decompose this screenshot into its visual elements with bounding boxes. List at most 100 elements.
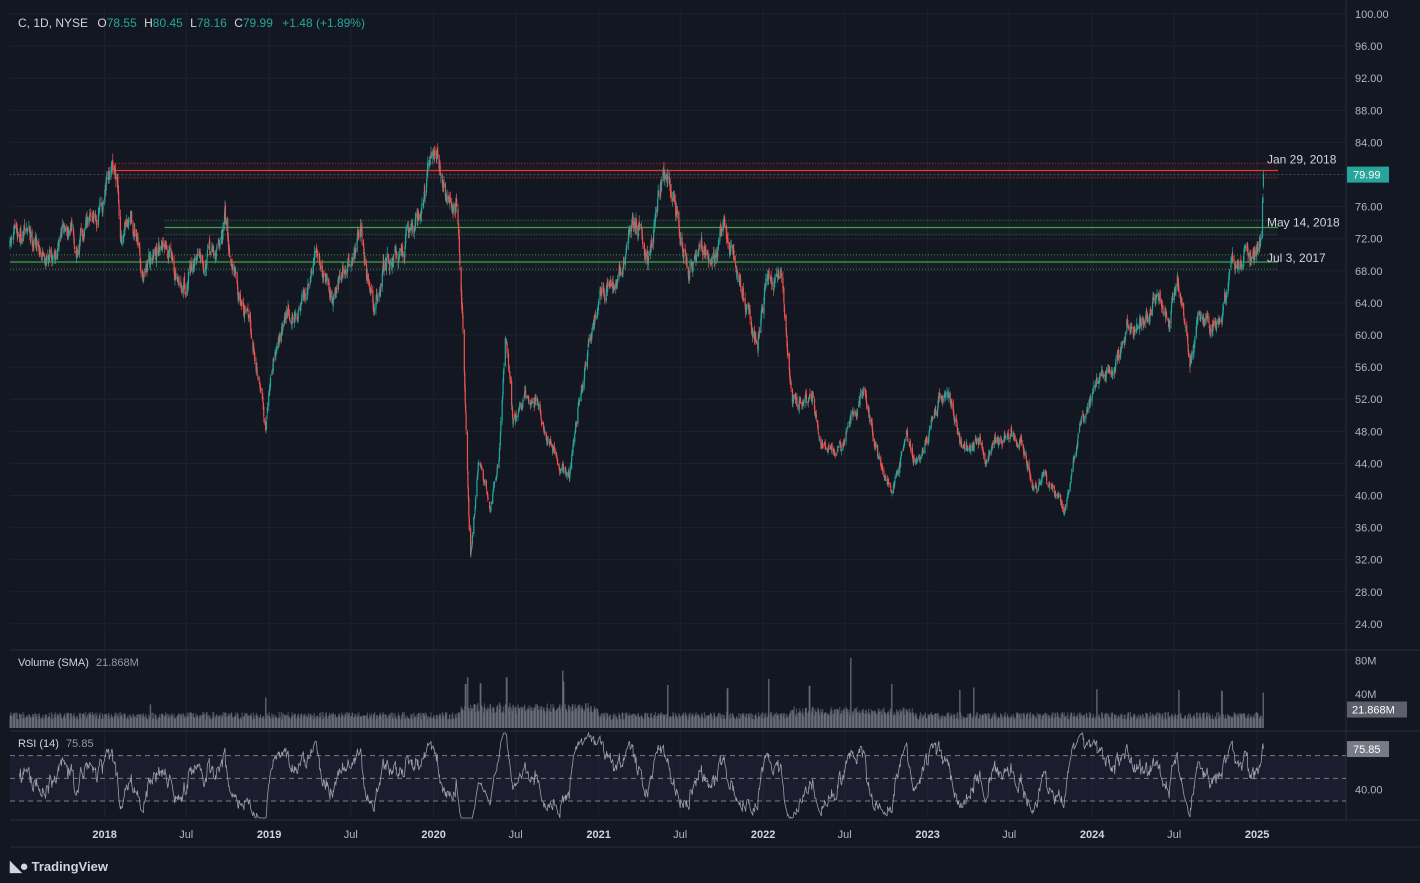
candle-body bbox=[97, 214, 99, 225]
candle-body bbox=[628, 229, 630, 237]
candle-body bbox=[127, 220, 130, 227]
candle-body bbox=[12, 238, 14, 240]
candle-body bbox=[818, 435, 820, 437]
candle-body bbox=[1074, 456, 1076, 458]
candle-body bbox=[1247, 243, 1249, 252]
candle-body bbox=[241, 303, 243, 305]
candle-body bbox=[370, 289, 373, 291]
price-axis: 24.0028.0032.0036.0040.0044.0048.0052.00… bbox=[1355, 9, 1389, 631]
candle-body bbox=[260, 388, 262, 392]
candle-body bbox=[1124, 332, 1127, 341]
candle-body bbox=[1146, 319, 1149, 323]
candle-body bbox=[728, 242, 730, 251]
candle-body bbox=[372, 300, 374, 310]
candle-body bbox=[720, 230, 722, 235]
candle-body bbox=[476, 475, 478, 480]
volume-bar bbox=[481, 705, 483, 728]
volume-bar bbox=[566, 712, 568, 728]
candle-body bbox=[831, 444, 833, 451]
candle-body bbox=[193, 259, 195, 269]
candle-body bbox=[972, 443, 974, 448]
volume-bar bbox=[358, 712, 360, 728]
candle-body bbox=[625, 245, 628, 250]
candle-body bbox=[701, 240, 703, 246]
volume-bar bbox=[282, 712, 284, 728]
candle-body bbox=[247, 308, 249, 312]
candle-body bbox=[1029, 475, 1032, 478]
candle-body bbox=[1237, 265, 1239, 267]
candle-body bbox=[1213, 321, 1215, 326]
volume-bar bbox=[276, 716, 278, 728]
candle-body bbox=[875, 444, 877, 447]
candle-body bbox=[263, 418, 265, 423]
candle-body bbox=[479, 464, 482, 465]
candle-body bbox=[771, 281, 773, 287]
candle-body bbox=[803, 402, 805, 403]
candle-body bbox=[26, 229, 28, 231]
candle-body bbox=[780, 270, 782, 272]
candle-body bbox=[498, 459, 500, 469]
candle-body bbox=[172, 257, 174, 261]
candle-body bbox=[445, 194, 447, 200]
candle-body bbox=[892, 485, 894, 494]
candle-body bbox=[88, 216, 90, 222]
candle-body bbox=[908, 443, 910, 445]
candle-body bbox=[156, 246, 158, 252]
candle-body bbox=[1183, 303, 1185, 316]
candle-body bbox=[418, 214, 420, 220]
candle-body bbox=[1127, 319, 1129, 325]
candle-body bbox=[885, 476, 887, 481]
candle-body bbox=[906, 430, 908, 437]
candle-body bbox=[232, 266, 234, 270]
candle-body bbox=[653, 224, 655, 231]
candle-body bbox=[653, 230, 655, 244]
candle-body bbox=[938, 392, 940, 398]
candle-body bbox=[927, 437, 930, 443]
candle-body bbox=[470, 550, 472, 554]
candle-body bbox=[275, 352, 277, 354]
candle-body bbox=[253, 346, 255, 351]
candle-body bbox=[897, 472, 899, 475]
volume-bar bbox=[512, 705, 515, 728]
candle-body bbox=[527, 395, 529, 398]
candle-body bbox=[1256, 244, 1259, 250]
volume-bar bbox=[194, 716, 196, 728]
candle-body bbox=[378, 290, 381, 292]
price-tick-label: 44.00 bbox=[1355, 458, 1383, 470]
candle-body bbox=[714, 254, 716, 259]
candle-body bbox=[1241, 268, 1243, 270]
candle-body bbox=[157, 250, 159, 254]
candle-body bbox=[1090, 399, 1092, 401]
candle-body bbox=[1067, 494, 1069, 496]
candle-body bbox=[282, 324, 284, 328]
candle-body bbox=[1105, 371, 1108, 374]
candle-body bbox=[525, 389, 527, 394]
candle-body bbox=[680, 237, 682, 244]
candle-body bbox=[355, 248, 357, 250]
candle-body bbox=[865, 394, 867, 403]
candle-body bbox=[57, 248, 59, 251]
candle-body bbox=[328, 293, 331, 295]
candle-body bbox=[883, 475, 885, 478]
candle-body bbox=[890, 490, 893, 493]
candle-body bbox=[1085, 414, 1087, 419]
candle-body bbox=[744, 298, 746, 306]
candle-body bbox=[889, 483, 891, 484]
candle-body bbox=[492, 489, 494, 494]
candle-body bbox=[515, 416, 517, 422]
candle-body bbox=[89, 213, 91, 216]
candle-body bbox=[490, 502, 492, 504]
candle-body bbox=[1121, 345, 1123, 346]
candle-body bbox=[812, 392, 814, 398]
candle-body bbox=[649, 246, 652, 255]
price-tick-label: 100.00 bbox=[1355, 9, 1389, 21]
candle-body bbox=[544, 431, 546, 434]
volume-bar bbox=[560, 708, 562, 728]
volume-bar bbox=[525, 709, 527, 728]
candle-body bbox=[1114, 362, 1117, 371]
candle-body bbox=[1044, 472, 1046, 474]
candle-body bbox=[1069, 483, 1071, 492]
candle-body bbox=[476, 480, 478, 497]
volume-bar bbox=[389, 712, 391, 728]
candle-body bbox=[319, 256, 321, 266]
